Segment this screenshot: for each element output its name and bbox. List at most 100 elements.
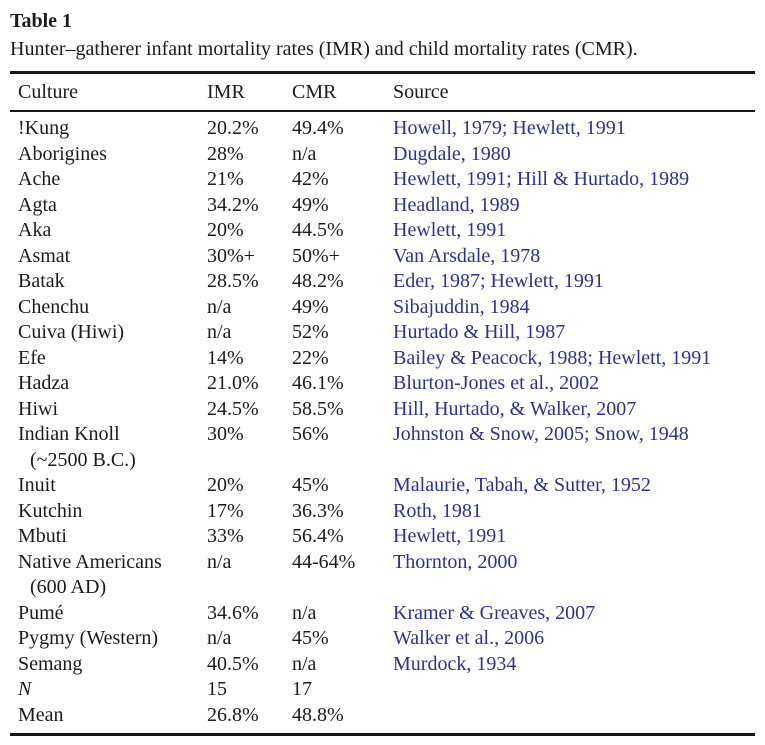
table-header-row: Culture IMR CMR Source <box>0 74 755 110</box>
culture-cell: Cuiva (Hiwi) <box>18 320 207 346</box>
source-citation-link[interactable]: Bailey & Peacock, 1988; Hewlett, 1991 <box>393 346 712 369</box>
cmr-value-cell: 49% <box>292 295 329 318</box>
table-bottom-rule <box>10 733 755 736</box>
cmr-value-cell: 45% <box>292 627 329 649</box>
culture-cell: Hiwi <box>18 397 207 423</box>
imr-value-cell: 33% <box>207 525 244 547</box>
cmr-value-cell: 46.1% <box>292 372 344 394</box>
table-row: Asmat 30%+ 50%+ Van Arsdale, 1978 <box>0 244 765 270</box>
table-row: Agta 34.2% 49% Headland, 1989 <box>0 193 765 219</box>
imr-value-cell: 20% <box>207 474 244 496</box>
source-citation-link[interactable]: Eder, 1987; Hewlett, 1991 <box>393 270 604 292</box>
culture-cell: Hadza <box>18 371 207 397</box>
table-row: Indian Knoll (~2500 B.C.) 30% 56% Johnston &… <box>0 422 765 473</box>
culture-cell: N <box>18 677 207 703</box>
source-citation-link[interactable]: Howell, 1979; Hewlett, 1991 <box>393 117 626 139</box>
culture-cell: Semang <box>18 652 207 678</box>
source-citation-link[interactable]: Murdock, 1934 <box>393 652 517 675</box>
table-row: Native Americans (600 AD) n/a 44-64% Thornto… <box>0 550 765 601</box>
table-row: Inuit 20% 45% Malaurie, Tabah, & Sutter, 19… <box>0 473 765 499</box>
culture-name: Pygmy (Western) <box>18 627 159 649</box>
table-row: !Kung 20.2% 49.4% Howell, 1979; Hewlett, 19… <box>0 116 765 142</box>
culture-cell: Mean <box>18 703 207 729</box>
source-citation-link[interactable]: Malaurie, Tabah, & Sutter, 1952 <box>393 474 651 496</box>
imr-value-cell: 14% <box>207 346 244 369</box>
culture-name: Batak <box>18 270 65 292</box>
culture-name: Chenchu <box>18 295 90 318</box>
culture-name: Mbuti <box>18 525 67 547</box>
table-row: Semang 40.5% n/a Murdock, 1934 <box>0 652 765 678</box>
imr-value-cell: 21.0% <box>207 372 259 394</box>
source-citation-link[interactable]: Johnston & Snow, 2005; Snow, 1948 <box>393 423 689 445</box>
table-label: Table 1 <box>10 10 73 32</box>
source-citation-link[interactable]: Kramer & Greaves, 2007 <box>393 601 596 624</box>
imr-value-cell: 17% <box>207 499 244 522</box>
culture-cell: Inuit <box>18 473 207 499</box>
imr-value-cell: 34.2% <box>207 193 259 216</box>
imr-value-cell: n/a <box>207 295 232 318</box>
source-citation-link[interactable]: Hurtado & Hill, 1987 <box>393 321 566 343</box>
culture-name: Cuiva (Hiwi) <box>18 321 125 343</box>
source-citation-link[interactable]: Thornton, 2000 <box>393 550 518 573</box>
source-citation-link[interactable]: Blurton-Jones et al., 2002 <box>393 372 600 394</box>
imr-value-cell: 20.2% <box>207 117 259 139</box>
column-header-source: Source <box>393 81 449 103</box>
table-row: N 15 17 <box>0 677 765 703</box>
cmr-value-cell: 36.3% <box>292 499 344 522</box>
culture-name: Hiwi <box>18 397 58 420</box>
imr-value-cell: n/a <box>207 550 232 573</box>
cmr-value-cell: 22% <box>292 346 329 369</box>
culture-cell: Kutchin <box>18 499 207 525</box>
cmr-value-cell: n/a <box>292 652 317 675</box>
culture-name: Asmat <box>18 244 71 267</box>
source-citation-link[interactable]: Hill, Hurtado, & Walker, 2007 <box>393 397 637 420</box>
culture-name: !Kung <box>18 117 70 139</box>
culture-name: Aka <box>18 219 52 241</box>
table-header-rule <box>10 110 755 112</box>
culture-name: Efe <box>18 346 46 369</box>
cmr-value-cell: 45% <box>292 474 329 496</box>
imr-value-cell: 28% <box>207 142 244 165</box>
cmr-value-cell: 49.4% <box>292 117 344 139</box>
table-row: Mean 26.8% 48.8% <box>0 703 765 729</box>
culture-cell: Efe <box>18 346 207 372</box>
source-citation-link[interactable]: Hewlett, 1991 <box>393 525 507 547</box>
cmr-value-cell: 50%+ <box>292 244 340 267</box>
culture-cell: Aborigines <box>18 142 207 168</box>
culture-cell: Asmat <box>18 244 207 270</box>
cmr-value-cell: 56% <box>292 423 329 445</box>
source-citation-link <box>393 703 765 729</box>
cmr-value-cell: 48.8% <box>292 703 344 726</box>
cmr-value-cell: 49% <box>292 193 329 216</box>
culture-cell: Batak <box>18 269 207 295</box>
culture-cell: Chenchu <box>18 295 207 321</box>
imr-value-cell: 20% <box>207 219 244 241</box>
table-row: Hiwi 24.5% 58.5% Hill, Hurtado, & Walker, 2… <box>0 397 765 423</box>
column-header-culture: Culture <box>18 81 78 103</box>
culture-cell: Mbuti <box>18 524 207 550</box>
table-body: !Kung 20.2% 49.4% Howell, 1979; Hewlett, 19… <box>0 112 765 733</box>
source-citation-link[interactable]: Headland, 1989 <box>393 193 520 216</box>
source-citation-link[interactable]: Dugdale, 1980 <box>393 142 511 165</box>
culture-cell: !Kung <box>18 116 207 142</box>
cmr-value-cell: n/a <box>292 142 317 165</box>
culture-cell: Native Americans (600 AD) <box>18 550 207 601</box>
cmr-value-cell: 44.5% <box>292 219 344 241</box>
source-citation-link[interactable]: Roth, 1981 <box>393 499 482 522</box>
cmr-value-cell: 56.4% <box>292 525 344 547</box>
source-citation-link[interactable]: Van Arsdale, 1978 <box>393 244 541 267</box>
table-row: Kutchin 17% 36.3% Roth, 1981 <box>0 499 765 525</box>
imr-value-cell: 21% <box>207 168 244 190</box>
culture-name: Ache <box>18 168 61 190</box>
table-caption: Hunter–gatherer infant mortality rates (… <box>10 38 638 60</box>
table-row: Efe 14% 22% Bailey & Peacock, 1988; Hewlett… <box>0 346 765 372</box>
column-header-cmr: CMR <box>292 81 337 103</box>
imr-value-cell: n/a <box>207 627 232 649</box>
source-citation-link[interactable]: Sibajuddin, 1984 <box>393 295 530 318</box>
source-citation-link[interactable]: Walker et al., 2006 <box>393 627 545 649</box>
source-citation-link[interactable]: Hewlett, 1991; Hill & Hurtado, 1989 <box>393 168 690 190</box>
column-header-imr: IMR <box>207 81 245 103</box>
cmr-value-cell: 44-64% <box>292 550 356 573</box>
imr-value-cell: 15 <box>207 678 227 700</box>
source-citation-link[interactable]: Hewlett, 1991 <box>393 219 507 241</box>
